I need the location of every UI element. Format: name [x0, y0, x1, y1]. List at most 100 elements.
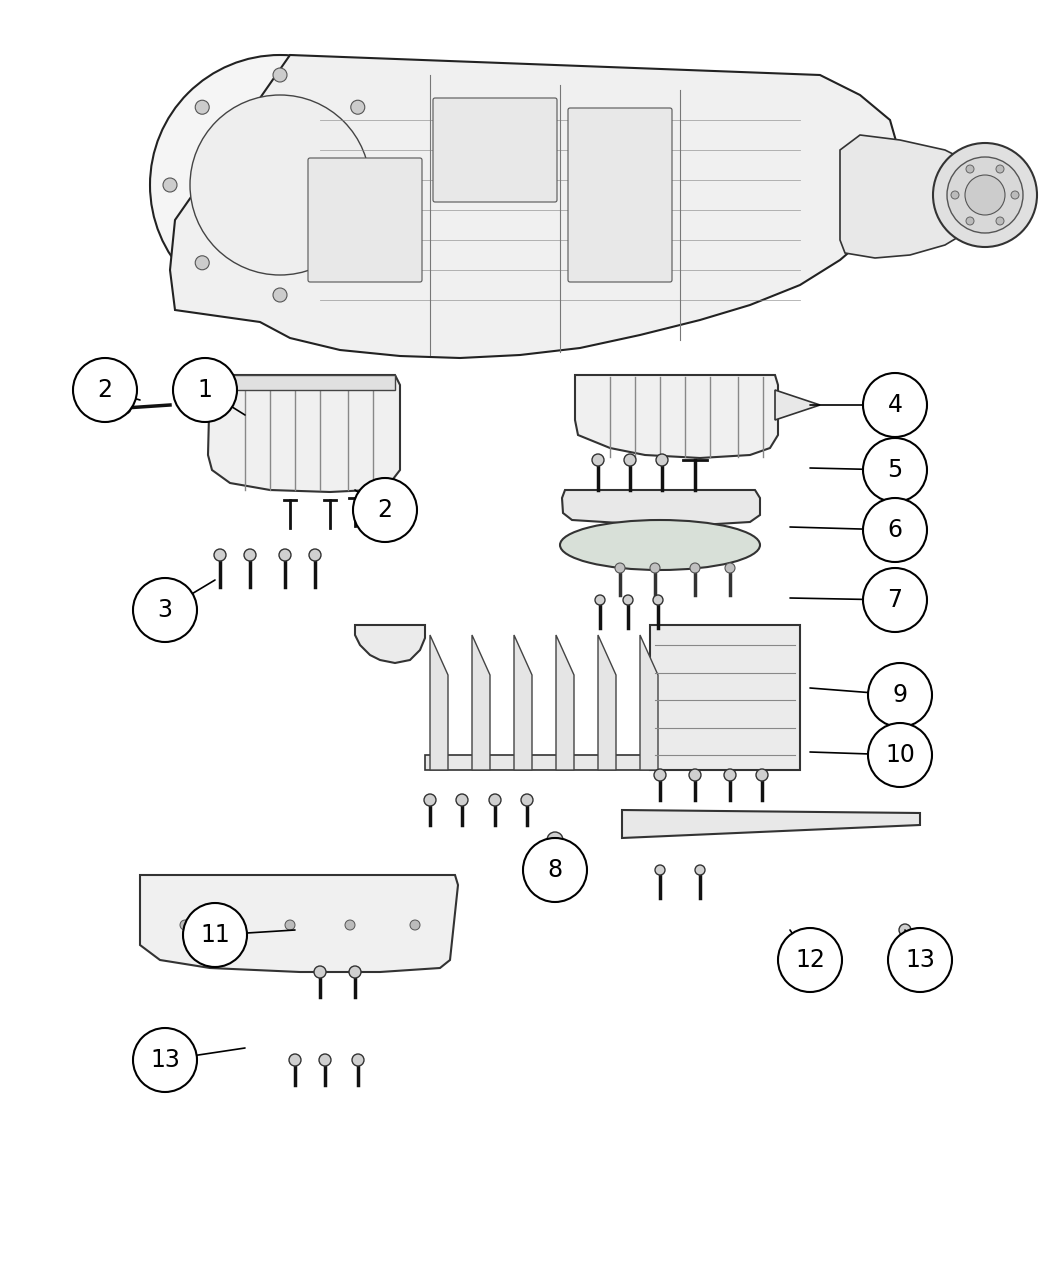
Text: 13: 13 [905, 949, 934, 972]
Circle shape [947, 157, 1023, 233]
Circle shape [868, 723, 932, 787]
Circle shape [650, 564, 660, 572]
Circle shape [345, 921, 355, 929]
Circle shape [996, 217, 1004, 224]
Text: 5: 5 [887, 458, 903, 482]
Polygon shape [640, 635, 658, 770]
Circle shape [724, 564, 735, 572]
Circle shape [863, 439, 927, 502]
Circle shape [74, 358, 136, 422]
Ellipse shape [560, 520, 760, 570]
Text: 2: 2 [378, 499, 393, 521]
Polygon shape [208, 375, 400, 492]
Circle shape [183, 903, 247, 966]
Circle shape [966, 217, 974, 224]
Circle shape [489, 794, 501, 806]
Circle shape [724, 769, 736, 782]
Circle shape [690, 564, 700, 572]
FancyBboxPatch shape [308, 158, 422, 282]
FancyBboxPatch shape [433, 98, 556, 201]
Circle shape [1011, 191, 1018, 199]
Polygon shape [514, 635, 532, 770]
Circle shape [383, 179, 397, 193]
Circle shape [133, 1028, 197, 1091]
Polygon shape [170, 55, 900, 358]
Circle shape [523, 838, 587, 901]
Circle shape [951, 191, 959, 199]
Polygon shape [355, 625, 425, 663]
Circle shape [352, 1054, 364, 1066]
Circle shape [595, 595, 605, 606]
Polygon shape [210, 375, 395, 390]
Polygon shape [562, 490, 760, 525]
Circle shape [244, 550, 256, 561]
Circle shape [654, 769, 666, 782]
Circle shape [173, 358, 237, 422]
Circle shape [309, 550, 321, 561]
Text: 2: 2 [98, 377, 112, 402]
Circle shape [353, 478, 417, 542]
Polygon shape [472, 635, 490, 770]
Circle shape [615, 564, 625, 572]
Circle shape [863, 374, 927, 437]
Circle shape [547, 833, 563, 848]
Text: 11: 11 [201, 923, 230, 947]
Circle shape [695, 864, 705, 875]
Text: 13: 13 [150, 1048, 180, 1072]
Circle shape [655, 864, 665, 875]
Circle shape [351, 101, 364, 115]
Circle shape [456, 794, 468, 806]
Circle shape [214, 550, 226, 561]
Circle shape [899, 924, 911, 936]
Polygon shape [775, 390, 820, 419]
Circle shape [119, 402, 131, 414]
Polygon shape [556, 635, 574, 770]
Circle shape [190, 96, 370, 275]
Circle shape [933, 143, 1037, 247]
Text: 10: 10 [885, 743, 915, 768]
Circle shape [863, 567, 927, 632]
Circle shape [195, 256, 209, 270]
Polygon shape [622, 810, 920, 838]
Circle shape [349, 966, 361, 978]
Circle shape [778, 928, 842, 992]
Circle shape [133, 578, 197, 643]
Polygon shape [425, 755, 800, 770]
Circle shape [966, 164, 974, 173]
Text: 8: 8 [547, 858, 563, 882]
Circle shape [863, 499, 927, 562]
Circle shape [592, 454, 604, 465]
Circle shape [653, 595, 663, 606]
Text: 12: 12 [795, 949, 825, 972]
Circle shape [314, 966, 326, 978]
Circle shape [289, 1054, 301, 1066]
Circle shape [996, 164, 1004, 173]
FancyBboxPatch shape [568, 108, 672, 282]
Circle shape [656, 454, 668, 465]
Circle shape [756, 769, 768, 782]
Text: 7: 7 [887, 588, 903, 612]
Text: 1: 1 [197, 377, 212, 402]
Circle shape [424, 794, 436, 806]
Text: 4: 4 [887, 393, 903, 417]
Polygon shape [140, 875, 458, 972]
Circle shape [965, 175, 1005, 215]
Text: 3: 3 [158, 598, 172, 622]
Polygon shape [840, 135, 990, 258]
Circle shape [279, 550, 291, 561]
Circle shape [163, 179, 177, 193]
Polygon shape [575, 375, 778, 458]
Polygon shape [650, 625, 800, 770]
Circle shape [273, 288, 287, 302]
Text: 6: 6 [887, 518, 903, 542]
Circle shape [689, 769, 701, 782]
Circle shape [521, 794, 533, 806]
Polygon shape [430, 635, 448, 770]
Text: 9: 9 [892, 683, 907, 708]
Circle shape [150, 55, 410, 315]
Polygon shape [598, 635, 616, 770]
Circle shape [868, 663, 932, 727]
Circle shape [319, 1054, 331, 1066]
Circle shape [285, 921, 295, 929]
Circle shape [225, 921, 235, 929]
